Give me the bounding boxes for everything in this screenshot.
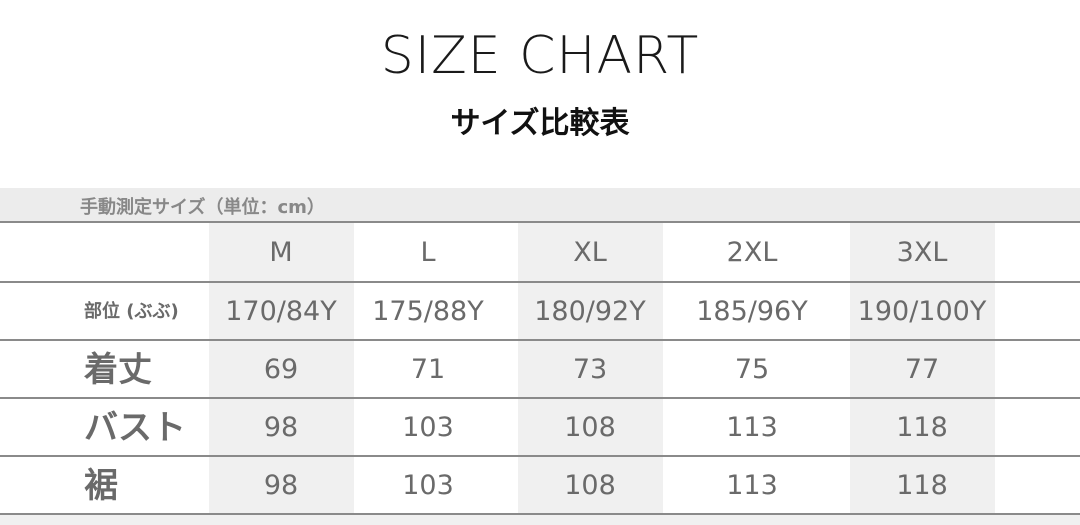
column-shade bbox=[517, 222, 663, 514]
row-divider bbox=[0, 455, 1080, 457]
table-cell: 113 bbox=[726, 470, 778, 501]
size-header: 2XL bbox=[726, 237, 778, 268]
column-shade bbox=[208, 222, 354, 514]
row-divider bbox=[0, 221, 1080, 223]
table-cell: 103 bbox=[402, 412, 454, 443]
row-divider bbox=[0, 397, 1080, 399]
table-cell: 185/96Y bbox=[696, 296, 808, 327]
size-header: L bbox=[420, 237, 436, 268]
page-title: SIZE CHART bbox=[380, 26, 700, 86]
column-shade bbox=[849, 222, 995, 514]
table-cell: 108 bbox=[564, 412, 616, 443]
row-label: 部位 (ぶぶ) bbox=[84, 301, 179, 322]
table-cell: 118 bbox=[896, 470, 948, 501]
table-cell: 98 bbox=[263, 470, 299, 501]
table-cell: 118 bbox=[896, 412, 948, 443]
row-label: 裾 bbox=[84, 466, 118, 506]
table-cell: 75 bbox=[734, 354, 770, 385]
bottom-strip bbox=[0, 515, 1080, 525]
table-cell: 170/84Y bbox=[225, 296, 337, 327]
row-divider bbox=[0, 339, 1080, 341]
table-cell: 71 bbox=[410, 354, 446, 385]
table-cell: 103 bbox=[402, 470, 454, 501]
unit-bar bbox=[0, 188, 1080, 222]
page-subtitle: サイズ比較表 bbox=[450, 106, 630, 141]
table-cell: 77 bbox=[904, 354, 940, 385]
table-cell: 73 bbox=[572, 354, 608, 385]
table-cell: 175/88Y bbox=[372, 296, 484, 327]
row-label: 着丈 bbox=[84, 350, 152, 390]
row-divider bbox=[0, 281, 1080, 283]
table-cell: 113 bbox=[726, 412, 778, 443]
table-cell: 190/100Y bbox=[857, 296, 987, 327]
table-cell: 69 bbox=[263, 354, 299, 385]
unit-note: 手動測定サイズ（単位：cm） bbox=[80, 197, 325, 218]
size-header: XL bbox=[573, 237, 607, 268]
row-label: バスト bbox=[84, 408, 186, 448]
size-header: 3XL bbox=[896, 237, 948, 268]
table-cell: 180/92Y bbox=[534, 296, 646, 327]
size-header: M bbox=[269, 237, 293, 268]
row-divider bbox=[0, 513, 1080, 515]
table-cell: 98 bbox=[263, 412, 299, 443]
table-cell: 108 bbox=[564, 470, 616, 501]
